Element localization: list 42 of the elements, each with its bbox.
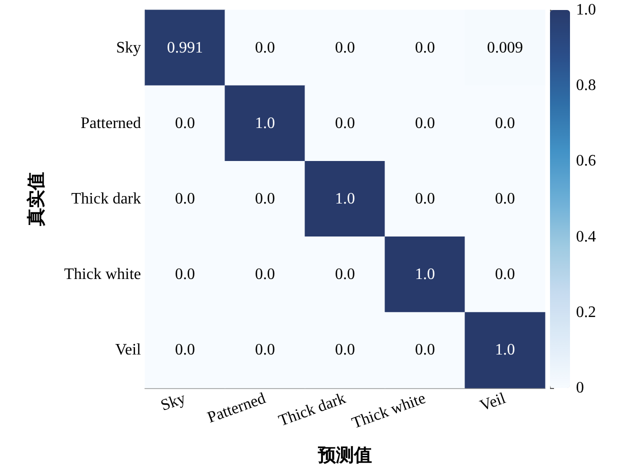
x-axis-title: 预测值 — [317, 445, 372, 465]
color-bar-label: 0.8 — [576, 77, 596, 94]
data-label: 0.0 — [255, 342, 275, 359]
data-label: 0.0 — [175, 266, 195, 284]
data-label: 1.0 — [335, 190, 355, 208]
y-tick-label: Patterned — [80, 114, 141, 132]
data-label: 0.0 — [335, 114, 355, 132]
data-label: 0.0 — [415, 190, 435, 208]
x-tick-label: Thick dark — [276, 390, 348, 430]
color-bar-label: 1.0 — [576, 2, 596, 18]
data-label: 0.0 — [415, 114, 435, 132]
color-bar-label: 0 — [576, 380, 584, 396]
x-tick-label: Thick white — [350, 390, 428, 432]
x-tick-label: Sky — [158, 390, 188, 415]
data-label: 0.0 — [255, 190, 275, 208]
data-label: 0.0 — [495, 114, 515, 132]
y-tick-label: Thick dark — [71, 190, 141, 208]
color-bar-label: 0.2 — [576, 304, 596, 321]
data-label: 0.0 — [175, 114, 195, 132]
data-label: 1.0 — [415, 266, 435, 284]
data-label: 1.0 — [495, 342, 515, 359]
data-label: 0.0 — [335, 342, 355, 359]
data-label: 0.0 — [415, 39, 435, 56]
data-label: 0.0 — [175, 342, 195, 359]
data-label: 1.0 — [255, 114, 275, 132]
x-tick-label: Veil — [478, 390, 508, 415]
data-label: 0.009 — [487, 39, 523, 56]
y-tick-label: Thick white — [64, 266, 141, 284]
y-tick-label: Veil — [115, 342, 142, 359]
data-label: 0.991 — [167, 39, 203, 56]
data-label: 0.0 — [175, 190, 195, 208]
data-label: 0.0 — [255, 39, 275, 56]
color-bar-label: 0.6 — [576, 152, 596, 170]
y-axis-title: 真实值 — [26, 172, 46, 227]
data-label: 0.0 — [495, 266, 515, 284]
color-bar-label: 0.4 — [576, 228, 596, 246]
data-label: 0.0 — [415, 342, 435, 359]
data-label: 0.0 — [255, 266, 275, 284]
data-label: 0.0 — [495, 190, 515, 208]
data-label: 0.0 — [335, 39, 355, 56]
y-tick-label: Sky — [116, 39, 141, 56]
data-label: 0.0 — [335, 266, 355, 284]
